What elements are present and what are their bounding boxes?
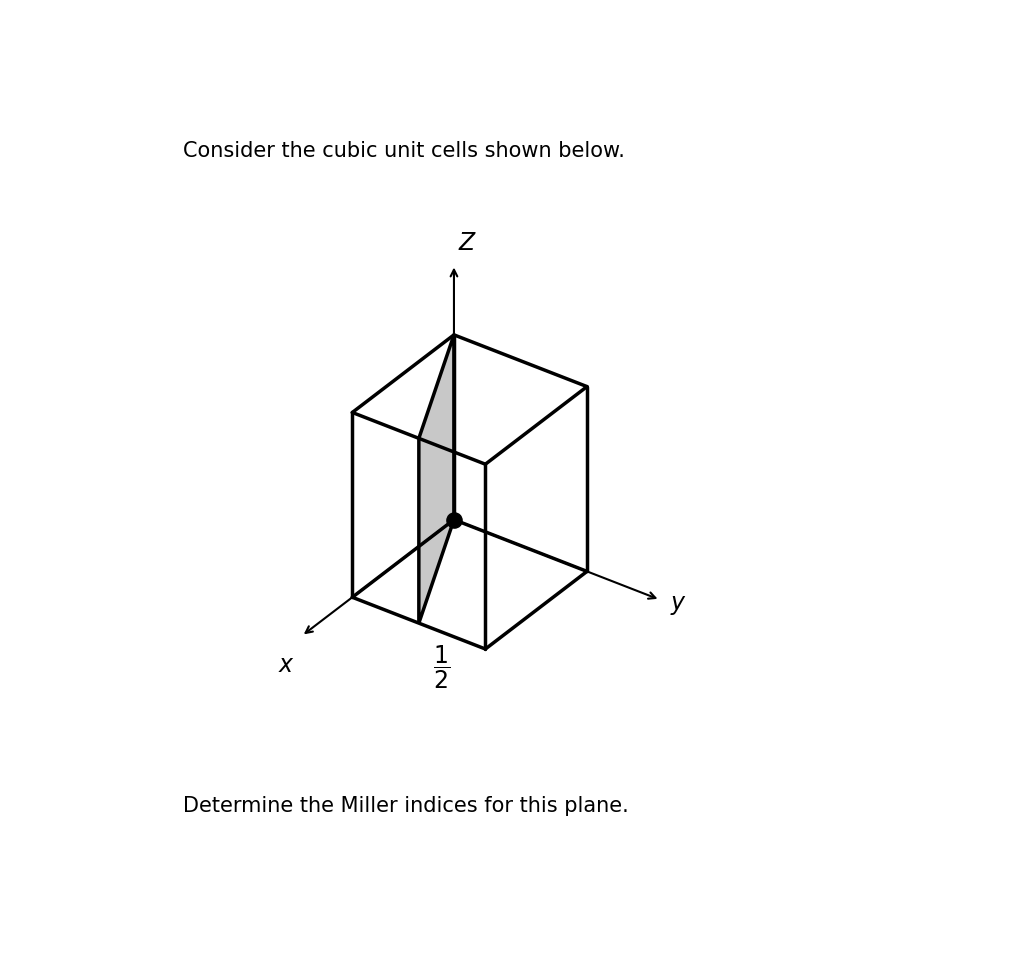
Text: y: y xyxy=(671,591,685,614)
Text: Z: Z xyxy=(459,231,475,255)
Text: $\dfrac{1}{2}$: $\dfrac{1}{2}$ xyxy=(433,642,450,690)
Text: Consider the cubic unit cells shown below.: Consider the cubic unit cells shown belo… xyxy=(183,141,625,161)
Point xyxy=(445,513,462,528)
Polygon shape xyxy=(419,335,454,623)
Text: Determine the Miller indices for this plane.: Determine the Miller indices for this pl… xyxy=(183,795,629,815)
Text: x: x xyxy=(279,652,293,675)
